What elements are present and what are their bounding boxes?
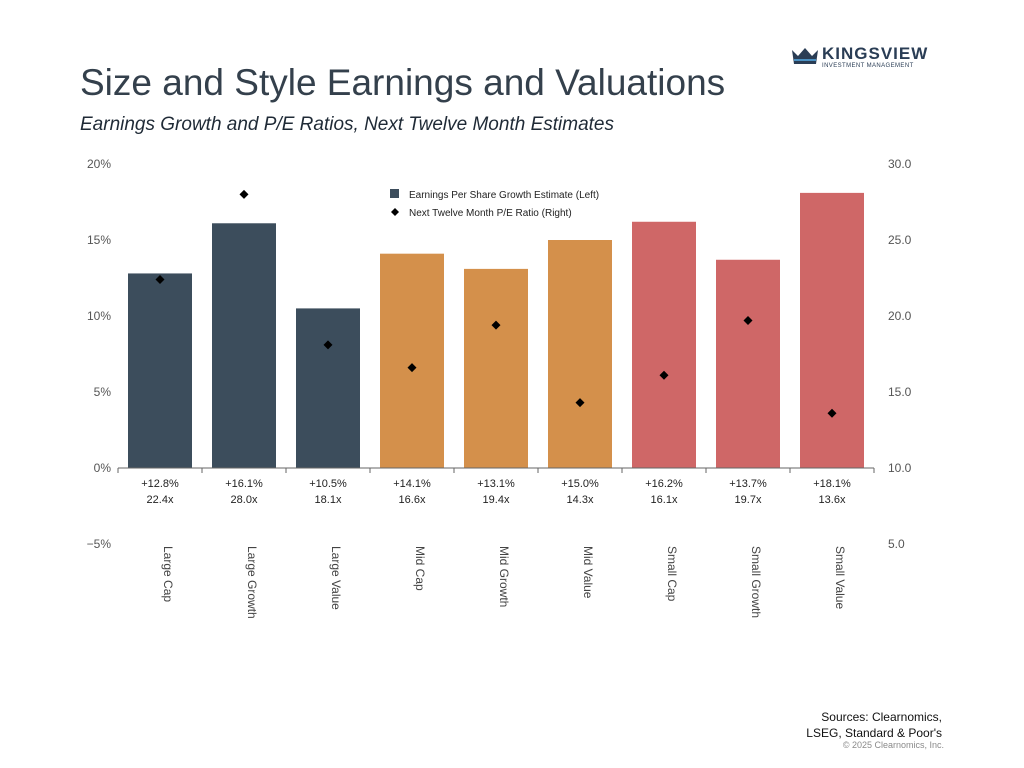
bar xyxy=(800,192,864,468)
growth-value-label: +12.8% xyxy=(141,478,179,490)
legend-swatch-pe xyxy=(391,208,399,216)
right-axis-tick-label: 20.0 xyxy=(888,309,912,323)
left-axis-tick-label: 10% xyxy=(87,309,111,323)
legend-label-pe: Next Twelve Month P/E Ratio (Right) xyxy=(409,208,572,219)
bar xyxy=(548,240,612,468)
pe-point xyxy=(407,363,417,373)
left-axis-tick-label: 0% xyxy=(94,461,112,475)
growth-value-label: +10.5% xyxy=(309,478,347,490)
category-label: Large Growth xyxy=(245,546,259,619)
bar xyxy=(380,253,444,468)
sources-note: Sources: Clearnomics, LSEG, Standard & P… xyxy=(806,709,942,741)
growth-value-label: +13.7% xyxy=(729,478,767,490)
bar xyxy=(464,268,528,468)
left-axis-tick-label: 5% xyxy=(94,385,112,399)
growth-value-label: +16.2% xyxy=(645,478,683,490)
pe-point xyxy=(827,408,837,418)
bar xyxy=(716,259,780,468)
growth-value-label: +15.0% xyxy=(561,478,599,490)
right-axis-tick-label: 15.0 xyxy=(888,385,912,399)
pe-value-label: 28.0x xyxy=(231,494,258,506)
pe-value-label: 16.6x xyxy=(399,494,426,506)
right-axis-tick-label: 5.0 xyxy=(888,537,905,551)
sources-line-1: Sources: Clearnomics, xyxy=(821,710,942,724)
category-label: Small Cap xyxy=(665,546,679,602)
legend-swatch-eps xyxy=(390,189,399,198)
copyright: © 2025 Clearnomics, Inc. xyxy=(842,740,944,750)
bar xyxy=(212,223,276,468)
category-label: Large Cap xyxy=(161,546,175,602)
crown-icon xyxy=(792,48,818,64)
left-axis-tick-label: −5% xyxy=(87,537,112,551)
pe-point xyxy=(743,316,753,326)
pe-point xyxy=(491,320,501,330)
pe-value-label: 19.4x xyxy=(483,494,510,506)
growth-value-label: +18.1% xyxy=(813,478,851,490)
pe-value-label: 13.6x xyxy=(819,494,846,506)
pe-value-label: 14.3x xyxy=(567,494,594,506)
chart-title: Size and Style Earnings and Valuations xyxy=(80,62,726,103)
category-label: Mid Value xyxy=(581,546,595,599)
category-label: Mid Growth xyxy=(497,546,511,607)
kingsview-logo: KINGSVIEW INVESTMENT MANAGEMENT xyxy=(792,44,932,74)
category-label: Large Value xyxy=(329,546,343,610)
pe-point xyxy=(659,370,669,380)
bar xyxy=(632,221,696,468)
bar xyxy=(296,308,360,468)
right-axis-tick-label: 10.0 xyxy=(888,461,912,475)
pe-value-label: 18.1x xyxy=(315,494,342,506)
growth-value-label: +16.1% xyxy=(225,478,263,490)
right-axis-tick-label: 25.0 xyxy=(888,233,912,247)
growth-value-label: +13.1% xyxy=(477,478,515,490)
left-axis-tick-label: 20% xyxy=(87,157,111,171)
pe-point xyxy=(323,340,333,350)
category-label: Mid Cap xyxy=(413,546,427,591)
category-label: Small Growth xyxy=(749,546,763,618)
logo-tagline: INVESTMENT MANAGEMENT xyxy=(822,63,914,69)
pe-point xyxy=(155,275,165,285)
left-axis-tick-label: 15% xyxy=(87,233,111,247)
pe-value-label: 22.4x xyxy=(147,494,174,506)
pe-value-label: 16.1x xyxy=(651,494,678,506)
bar xyxy=(128,273,192,468)
right-axis-tick-label: 30.0 xyxy=(888,157,912,171)
chart-subtitle: Earnings Growth and P/E Ratios, Next Twe… xyxy=(80,114,614,135)
pe-point xyxy=(239,189,249,199)
sources-line-2: LSEG, Standard & Poor's xyxy=(806,726,942,740)
pe-point xyxy=(575,398,585,408)
pe-value-label: 19.7x xyxy=(735,494,762,506)
growth-value-label: +14.1% xyxy=(393,478,431,490)
category-label: Small Value xyxy=(833,546,847,609)
logo-name: KINGSVIEW xyxy=(822,44,929,63)
legend-label-eps: Earnings Per Share Growth Estimate (Left… xyxy=(409,190,599,201)
